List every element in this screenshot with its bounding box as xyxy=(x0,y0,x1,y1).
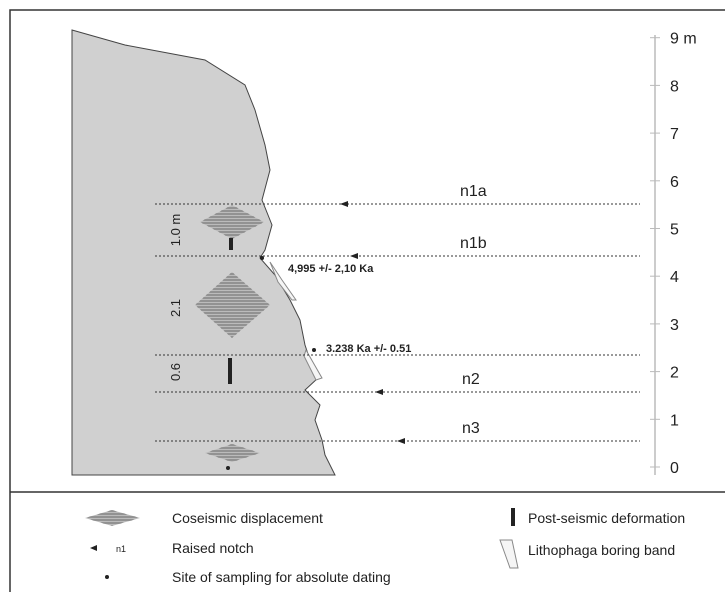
notch-arrow xyxy=(375,389,383,395)
legend-lithophaga-icon xyxy=(500,540,518,568)
notch-label: n1a xyxy=(460,183,487,200)
displacement-label: 0.6 xyxy=(168,363,183,381)
scale-label: 1 xyxy=(670,412,679,429)
diagram: 0 1 2 3 4 5 6 7 8 9 m n1a n1b n2 n3 1.0 m 2.1 0.6 4,… xyxy=(0,0,725,592)
scale-label: 9 m xyxy=(670,31,697,48)
cliff xyxy=(72,30,335,475)
scale-label: 2 xyxy=(670,365,679,382)
scale: 0 1 2 3 4 5 6 7 8 9 m xyxy=(650,31,697,477)
scale-label: 4 xyxy=(670,269,679,286)
legend-text: Post-seismic deformation xyxy=(528,510,685,526)
notch-arrow xyxy=(340,201,348,207)
notch-label: n2 xyxy=(462,371,480,388)
displacement-label: 2.1 xyxy=(168,299,183,317)
date-label: 3.238 Ka +/- 0.51 xyxy=(326,343,411,355)
legend-sampling-icon xyxy=(105,575,109,579)
sampling-site xyxy=(226,466,230,470)
legend-text: Site of sampling for absolute dating xyxy=(172,569,391,585)
legend-notch-symbol: n1 xyxy=(116,544,126,554)
notch-label: n3 xyxy=(462,420,480,437)
post-seismic-bar xyxy=(228,358,232,384)
displacement-label: 1.0 m xyxy=(168,214,183,247)
scale-label: 0 xyxy=(670,460,679,477)
notch-label: n1b xyxy=(460,235,487,252)
legend-coseismic-icon xyxy=(85,510,140,526)
sampling-site xyxy=(260,256,264,260)
legend-text: Coseismic displacement xyxy=(172,510,323,526)
post-seismic-bar xyxy=(229,238,233,250)
date-label: 4,995 +/- 2,10 Ka xyxy=(288,263,374,275)
notch-arrow xyxy=(350,253,358,259)
legend-notch-arrow xyxy=(90,545,97,551)
legend-text: Lithophaga boring band xyxy=(528,542,675,558)
legend-post-seismic-icon xyxy=(511,508,515,526)
scale-label: 5 xyxy=(670,222,679,239)
legend-text: Raised notch xyxy=(172,540,254,556)
sampling-site xyxy=(312,348,316,352)
notch-arrow xyxy=(397,438,405,444)
scale-label: 8 xyxy=(670,78,679,95)
scale-label: 7 xyxy=(670,126,679,143)
scale-label: 6 xyxy=(670,174,679,191)
scale-label: 3 xyxy=(670,317,679,334)
